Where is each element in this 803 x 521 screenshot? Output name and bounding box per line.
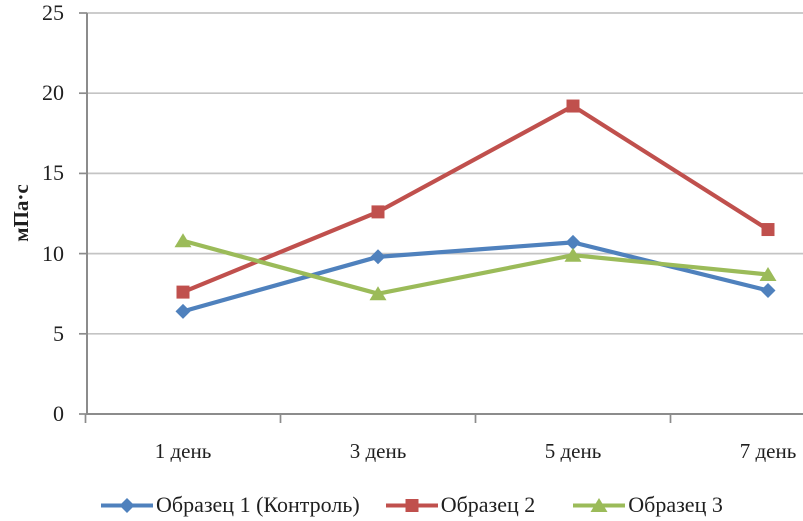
triangle-marker bbox=[174, 233, 192, 248]
series-line-1 bbox=[180, 240, 771, 314]
square-marker bbox=[761, 223, 775, 237]
y-tick-label: 25 bbox=[42, 0, 64, 25]
legend-item-2: Образец 2 bbox=[385, 492, 536, 518]
square-marker bbox=[566, 99, 580, 113]
x-tick-label: 5 день bbox=[544, 439, 602, 463]
legend-diamond-icon bbox=[101, 497, 153, 513]
diamond-marker bbox=[370, 249, 386, 265]
triangle-marker bbox=[369, 286, 387, 301]
y-tick-label: 10 bbox=[42, 240, 64, 266]
square-marker bbox=[371, 205, 385, 219]
triangle-marker bbox=[564, 247, 582, 262]
x-tick-label: 1 день bbox=[154, 439, 212, 463]
series-line-2 bbox=[180, 103, 771, 295]
x-tick-label: 3 день bbox=[349, 439, 407, 463]
legend-label: Образец 2 bbox=[440, 492, 536, 517]
y-tick-label: 15 bbox=[42, 160, 64, 186]
x-tick-label: 7 день bbox=[739, 439, 797, 463]
diamond-marker bbox=[565, 234, 581, 250]
legend-label: Образец 3 bbox=[628, 492, 723, 517]
legend: Образец 1 (Контроль) Образец 2 Образец 3 bbox=[101, 491, 723, 519]
diamond-marker bbox=[175, 303, 191, 319]
legend-item-3: Образец 3 bbox=[573, 492, 723, 518]
square-marker bbox=[176, 285, 190, 299]
triangle-marker bbox=[759, 266, 777, 281]
y-tick-label: 5 bbox=[53, 320, 64, 346]
legend-item-1: Образец 1 (Контроль) bbox=[101, 492, 360, 518]
y-tick-label: 0 bbox=[53, 401, 64, 426]
series-line-3 bbox=[180, 238, 771, 296]
y-tick-label: 20 bbox=[42, 80, 64, 106]
legend-square-icon bbox=[385, 498, 438, 512]
diamond-marker bbox=[760, 282, 776, 298]
legend-label: Образец 1 (Контроль) bbox=[156, 492, 360, 517]
legend-triangle-icon bbox=[573, 497, 626, 512]
